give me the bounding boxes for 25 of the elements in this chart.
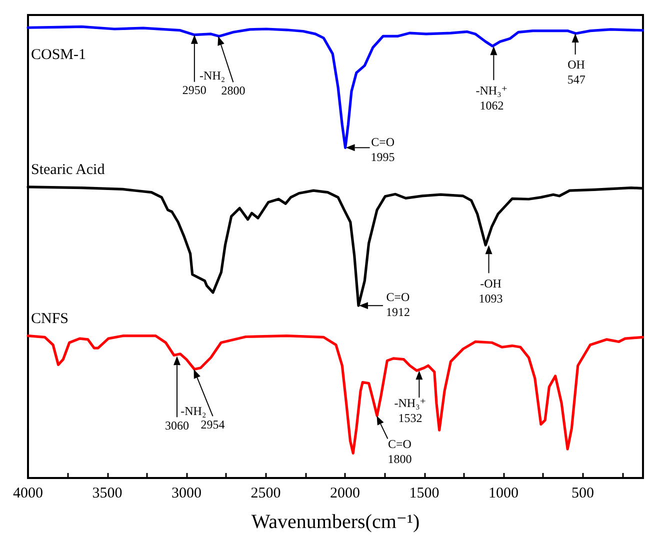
annotation: 2950: [182, 83, 206, 98]
annotation: C=O 1912: [386, 290, 410, 319]
x-tick-label: 3500: [92, 486, 122, 502]
x-tick-label: 3000: [172, 486, 202, 502]
series-label: CNFS: [31, 311, 69, 328]
annotation: -NH₂: [200, 68, 226, 83]
series-label: Stearic Acid: [31, 162, 106, 178]
annotation: -NH₃⁺ 1532: [394, 396, 426, 425]
x-tick-label: 1000: [488, 486, 519, 502]
x-tick-label: 2000: [330, 486, 360, 502]
annotation: 2954: [200, 417, 225, 432]
x-tick-label: 500: [572, 486, 594, 502]
series-label: COSM-1: [31, 46, 86, 63]
x-axis-title: Wavenumbers(cm⁻¹): [251, 511, 420, 533]
x-tick-label: 4000: [13, 486, 43, 502]
annotation: C=O 1800: [388, 436, 412, 466]
annotation: -NH₃⁺ 1062: [476, 83, 508, 112]
annotation: -NH₂: [180, 404, 206, 418]
annotation: C=O 1995: [370, 134, 395, 164]
x-tick-label: 1500: [409, 486, 440, 502]
annotation: -OH 1093: [478, 276, 503, 306]
x-tick-label: 2500: [250, 486, 281, 502]
annotation: 2800: [221, 83, 246, 98]
annotation: OH 547: [567, 58, 586, 87]
annotation: 3060: [164, 418, 189, 432]
